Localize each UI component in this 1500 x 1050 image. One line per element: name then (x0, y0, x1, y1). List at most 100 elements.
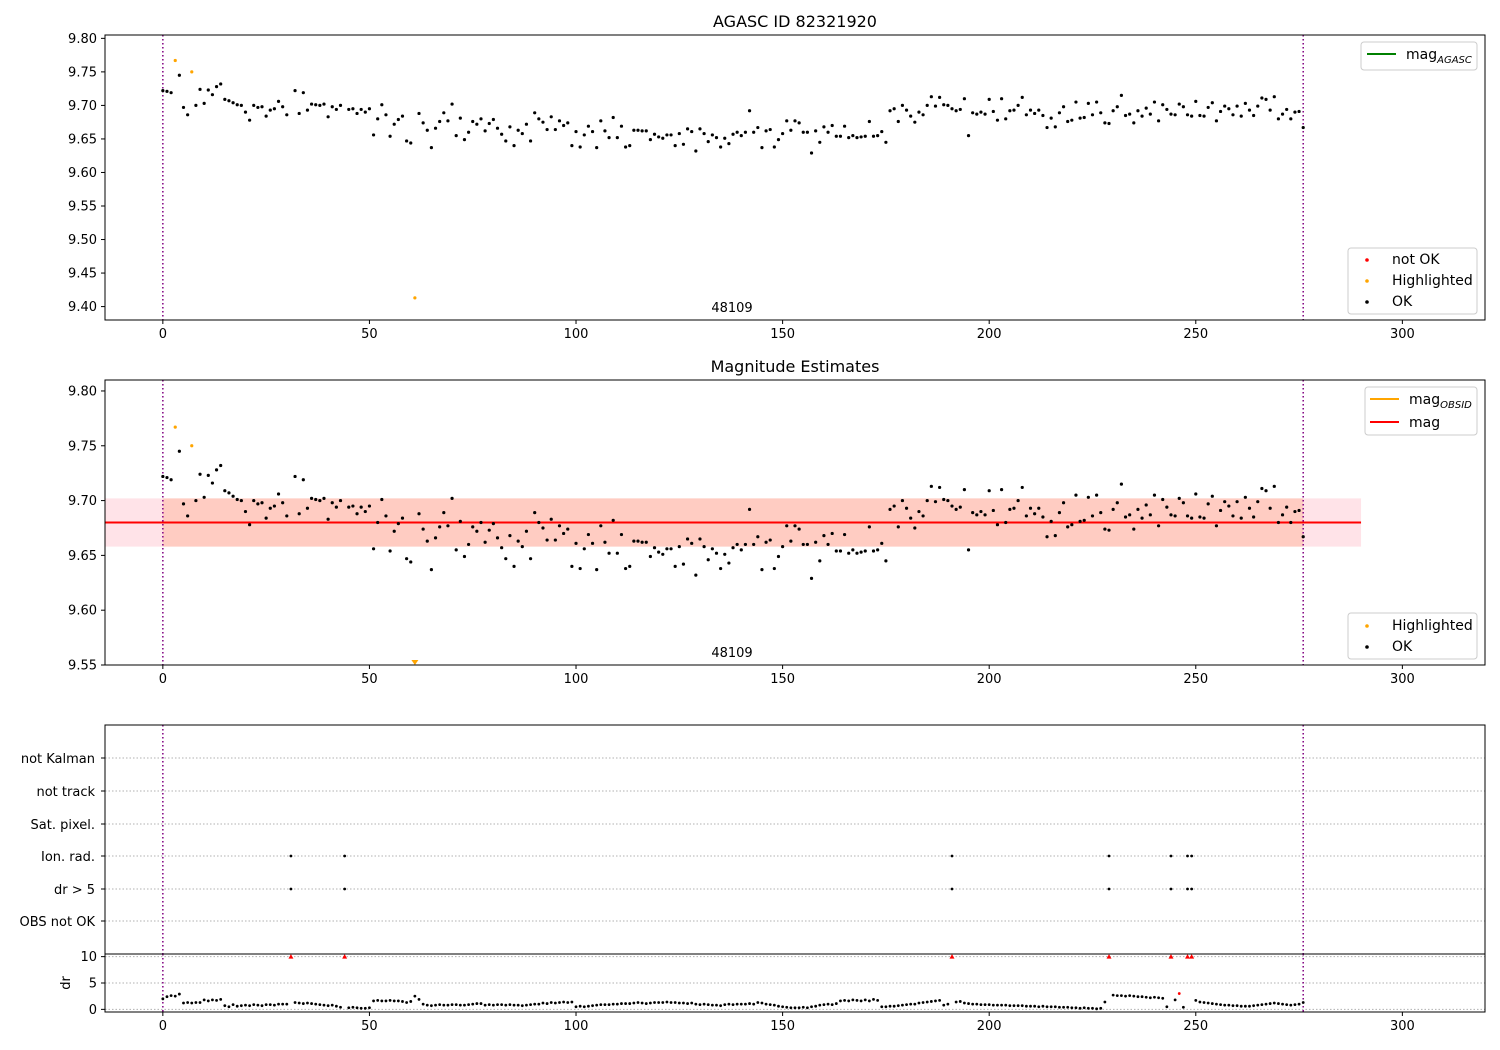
ok-point (276, 492, 281, 496)
ok-point (838, 549, 843, 553)
ok-point (801, 542, 805, 547)
dr-point (661, 1001, 665, 1004)
dr-point (260, 1004, 264, 1008)
ok-point (987, 97, 991, 101)
ok-point (752, 542, 756, 547)
ok-point (545, 127, 549, 132)
flag-row-label: Ion. rad. (41, 850, 95, 865)
dr-point (161, 997, 165, 1001)
dr-point (954, 1000, 958, 1004)
ok-point (1020, 485, 1024, 490)
ok-point (318, 498, 322, 503)
dr-point (967, 1002, 970, 1005)
ok-point (756, 535, 760, 539)
ok-point (628, 144, 632, 148)
ok-point (500, 132, 504, 136)
ok-point (574, 129, 578, 134)
dr-point (971, 1002, 975, 1006)
ok-point (896, 525, 900, 529)
dr-point (231, 1003, 235, 1007)
ok-point (462, 138, 467, 142)
dr-point (1128, 994, 1132, 998)
ok-point (793, 524, 797, 528)
ok-point (557, 524, 562, 528)
ok-point (405, 557, 409, 561)
ok-point (1252, 515, 1256, 519)
ok-point (347, 505, 351, 509)
ok-point (714, 551, 719, 555)
dr-gt5-flag-point (1190, 887, 1194, 891)
dr-point (1227, 1003, 1231, 1007)
ok-point (520, 131, 524, 136)
dr-point (297, 1001, 301, 1005)
dr-point (822, 1003, 826, 1007)
x-tick-label: 150 (770, 672, 795, 687)
ok-point (599, 524, 603, 528)
ok-point (979, 110, 983, 114)
dr-point (789, 1006, 793, 1010)
ok-point (297, 512, 301, 516)
ok-point (1008, 109, 1012, 113)
dr-point (963, 1001, 966, 1005)
mag-obsid-prefix: mag (1409, 392, 1440, 408)
dr-point (1297, 1002, 1301, 1006)
dr-point (363, 1006, 367, 1010)
dr-point (996, 1003, 999, 1007)
ok-point (305, 108, 310, 112)
dr-point (983, 1003, 987, 1007)
ok-point (826, 130, 830, 134)
flag-row-label: Sat. pixel. (31, 818, 95, 833)
dr-point (541, 1001, 545, 1005)
ok-point (1095, 100, 1099, 104)
ok-point (855, 551, 859, 555)
x-tick-label: 0 (159, 327, 167, 342)
ok-point (966, 548, 971, 552)
ok-point (219, 82, 223, 86)
ok-point (1260, 96, 1264, 100)
ok-point (256, 105, 260, 110)
ok-point (1107, 121, 1111, 126)
ok-point (235, 497, 239, 502)
ok-point (491, 521, 495, 526)
dr-point (921, 1001, 925, 1004)
ok-point (929, 484, 933, 488)
ok-point (747, 109, 752, 113)
dr-point (525, 1003, 528, 1007)
ok-point (590, 129, 595, 134)
ok-point (1041, 515, 1045, 519)
ok-point (1181, 501, 1185, 505)
ok-point (723, 136, 727, 140)
y-tick-label: 9.70 (68, 99, 97, 114)
dr-point (285, 1002, 289, 1006)
ok-point (533, 111, 537, 115)
dr-point (314, 1002, 318, 1006)
ok-point (438, 119, 442, 124)
dr-point (1095, 1007, 1099, 1011)
ok-point (1144, 106, 1148, 110)
dr-gt5-flag-point (1186, 887, 1189, 891)
ok-point (471, 525, 475, 529)
ok-point (623, 566, 628, 571)
dr-point (1231, 1004, 1235, 1008)
ok-point (400, 114, 405, 118)
ok-point (776, 554, 781, 559)
dr-point (182, 1001, 185, 1005)
ok-point (702, 545, 706, 549)
ok-point (1148, 112, 1152, 116)
dr-point (694, 1002, 698, 1006)
magnitude-lower-legend: Highlighted OK (1347, 612, 1478, 660)
dr-point (1074, 1006, 1078, 1010)
ok-point (772, 566, 776, 571)
ok-point (165, 475, 169, 480)
legend-box (1347, 247, 1478, 315)
ok-point (1289, 117, 1293, 121)
dr-point (566, 1001, 570, 1004)
ok-point (186, 113, 190, 117)
ok-point (1148, 513, 1152, 517)
ok-point (1037, 108, 1041, 112)
ok-point (1297, 508, 1301, 513)
y-tick-label: 9.75 (68, 65, 97, 80)
ok-point (859, 135, 863, 139)
ok-point (338, 498, 343, 503)
dr-point (322, 1003, 326, 1007)
